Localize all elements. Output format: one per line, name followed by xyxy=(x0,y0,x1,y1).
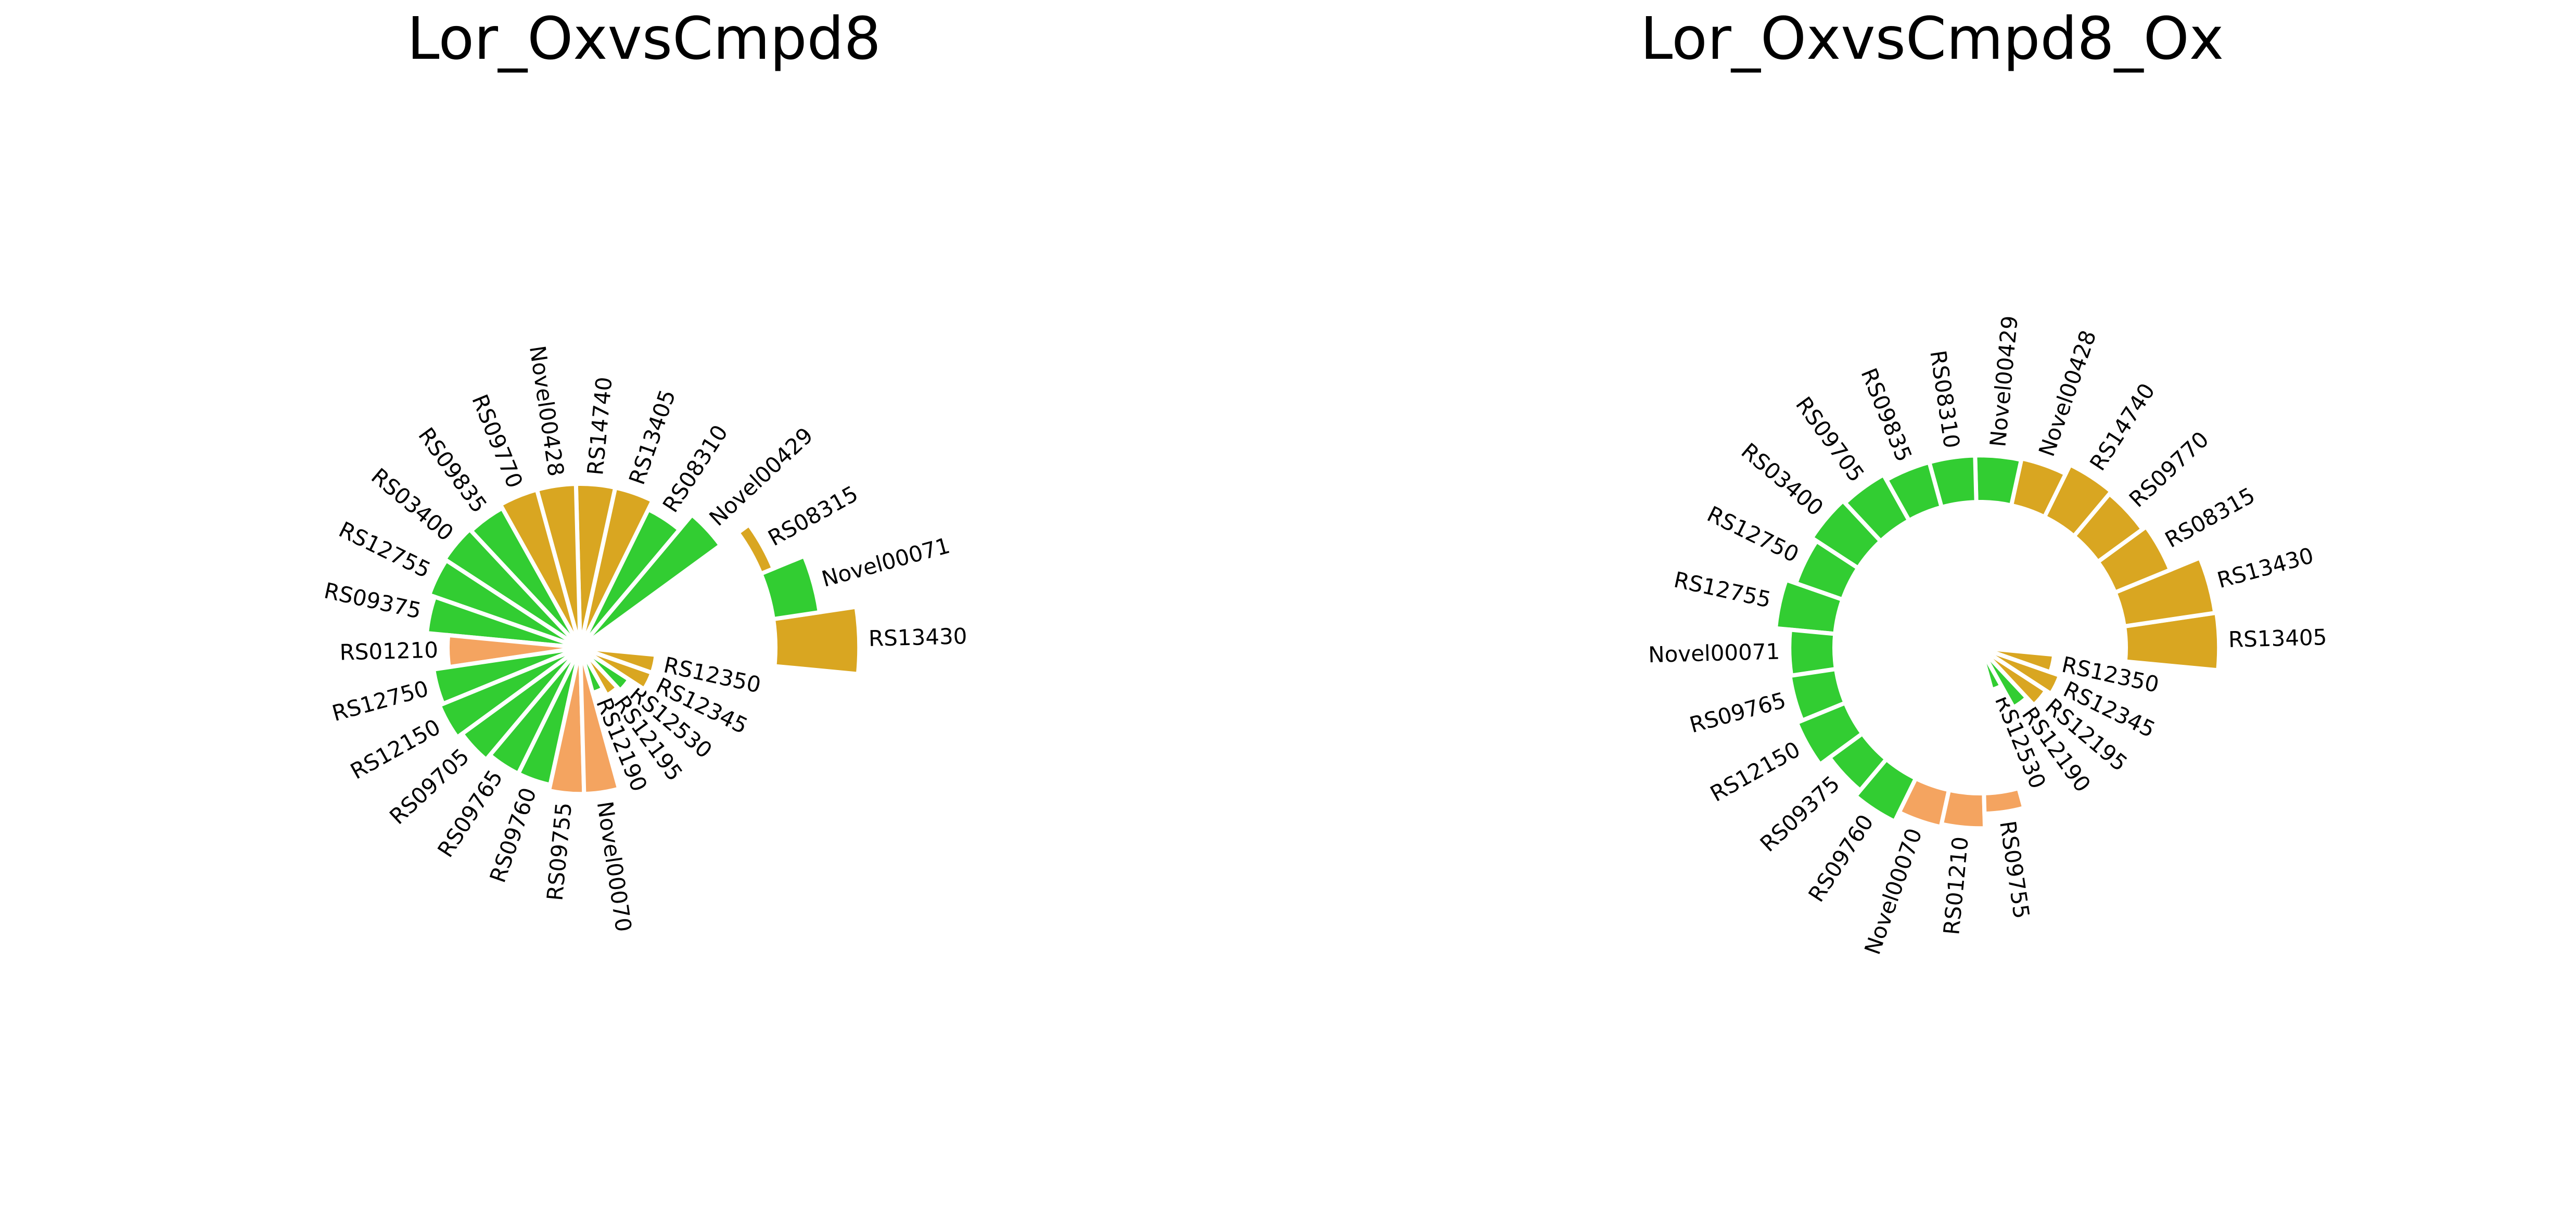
category-label-left: Novel00070 xyxy=(592,800,637,934)
category-label-left: RS08315 xyxy=(764,481,862,551)
bar-left-rs08315 xyxy=(735,521,776,577)
bar-right-rs01210 xyxy=(1939,787,1987,831)
chart-title-left: Lor_OxvsCmpd8 xyxy=(407,5,881,73)
bar-left-rs09705 xyxy=(459,646,582,763)
category-label-right: RS03400 xyxy=(1737,438,1829,521)
bar-left-rs12350 xyxy=(579,646,658,676)
category-label-right: RS09755 xyxy=(1995,819,2034,921)
category-label-right: RS09765 xyxy=(1687,687,1789,738)
bar-right-rs13430 xyxy=(2112,555,2218,629)
category-label-right: RS08315 xyxy=(2161,482,2259,552)
category-label-left: RS13430 xyxy=(868,623,967,651)
category-label-left: RS12750 xyxy=(329,676,431,726)
category-label-left: Novel00071 xyxy=(819,533,953,592)
bar-right-rs12150 xyxy=(1794,700,1866,768)
bar-right-rs12345 xyxy=(1979,646,2063,697)
category-label-right: RS08310 xyxy=(1925,349,1965,450)
category-label-right: RS13430 xyxy=(2214,543,2316,593)
bar-right-rs03400 xyxy=(1808,497,1884,571)
chart-title-right: Lor_OxvsCmpd8_Ox xyxy=(1640,5,2224,73)
category-label-right: RS12750 xyxy=(1703,501,1803,568)
category-label-left: RS09755 xyxy=(542,801,577,902)
category-label-left: RS01210 xyxy=(339,637,439,665)
category-label-left: Novel00428 xyxy=(525,344,569,478)
category-label-right: RS09705 xyxy=(1791,392,1869,487)
category-label-right: Novel00428 xyxy=(2034,327,2101,459)
bar-left-rs12755 xyxy=(426,557,582,650)
category-label-right: RS13405 xyxy=(2228,624,2327,652)
bar-right-rs08315 xyxy=(2095,523,2173,596)
bar-right-rs09755 xyxy=(1982,786,2027,816)
bar-left-rs12150 xyxy=(437,646,582,740)
category-label-left: RS09770 xyxy=(467,391,528,492)
category-label-right: RS09835 xyxy=(1856,365,1917,466)
radial-chart-right: RS13405RS13430RS08315RS09770RS14740Novel… xyxy=(1648,315,2327,958)
bar-right-novel00070 xyxy=(1896,775,1952,830)
category-label-right: Novel00429 xyxy=(1985,315,2023,448)
category-label-left: RS13405 xyxy=(624,387,681,488)
category-label-right: RS09760 xyxy=(1803,810,1879,906)
bar-right-rs12755 xyxy=(1773,577,1845,636)
category-label-right: RS12755 xyxy=(1672,567,1774,612)
category-label-right: RS09770 xyxy=(2124,427,2214,512)
category-label-right: RS09375 xyxy=(1755,771,1845,857)
bar-right-rs12350 xyxy=(1979,646,2057,675)
category-label-left: RS14740 xyxy=(582,376,617,476)
bar-right-novel00429 xyxy=(1973,453,2024,508)
bar-right-rs14740 xyxy=(2042,461,2114,539)
bar-left-rs13430 xyxy=(771,604,862,677)
category-label-right: Novel00071 xyxy=(1648,639,1780,668)
category-label-right: Novel00070 xyxy=(1859,825,1927,958)
radial-chart-left: RS13430Novel00071RS08315Novel00429RS0831… xyxy=(322,344,967,933)
bar-left-novel00071 xyxy=(758,553,822,622)
category-label-left: RS09375 xyxy=(322,577,424,623)
category-label-right: RS12150 xyxy=(1706,737,1804,807)
bar-left-novel00429 xyxy=(578,511,724,650)
category-label-right: RS01210 xyxy=(1939,835,1973,936)
category-label-right: RS14740 xyxy=(2085,379,2160,475)
